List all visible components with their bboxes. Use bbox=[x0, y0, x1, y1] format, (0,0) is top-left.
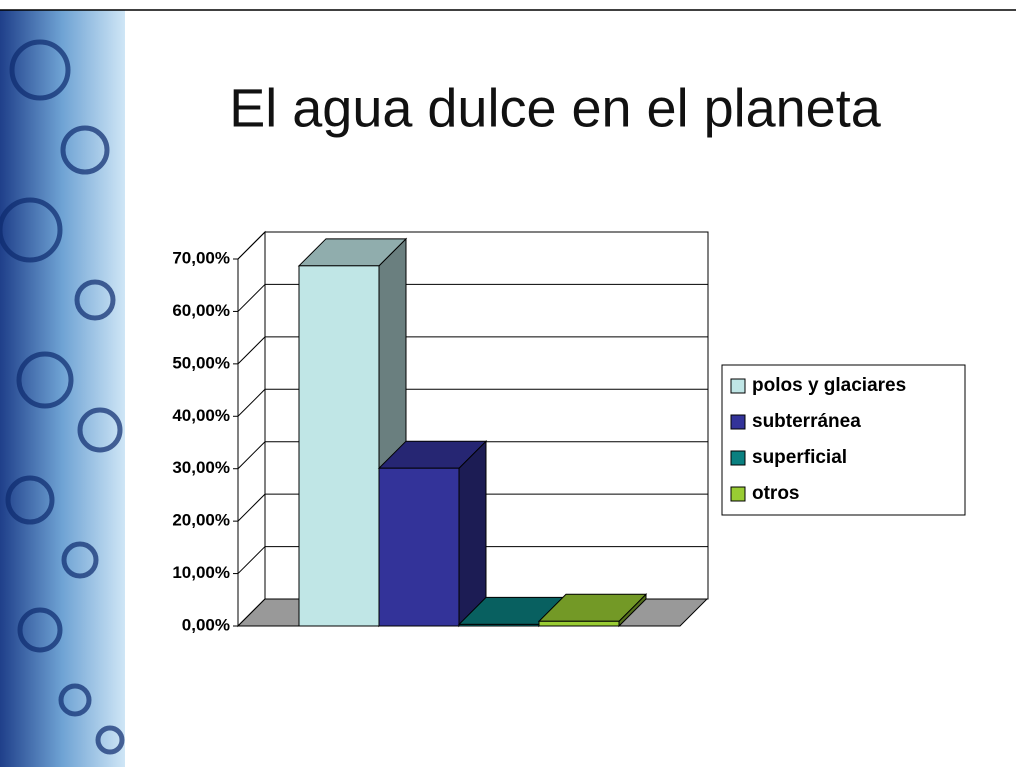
bubbles bbox=[0, 39, 125, 755]
grid-line bbox=[237, 284, 266, 312]
legend-label: otros bbox=[752, 483, 800, 504]
y-tick-label: 60,00% bbox=[172, 301, 230, 320]
y-tick-label: 70,00% bbox=[172, 248, 230, 267]
y-tick-label: 50,00% bbox=[172, 353, 230, 372]
grid-line bbox=[237, 441, 266, 470]
legend-swatch bbox=[730, 486, 746, 502]
legend-label: superficial bbox=[752, 447, 847, 468]
legend-swatch bbox=[730, 450, 746, 466]
y-tick-label: 10,00% bbox=[172, 563, 230, 582]
y-tick-label: 20,00% bbox=[172, 511, 230, 530]
y-tick-label: 30,00% bbox=[172, 458, 230, 477]
grid-line bbox=[237, 546, 266, 574]
legend-swatch bbox=[730, 414, 746, 430]
grid-line bbox=[237, 336, 266, 365]
grid-line bbox=[237, 231, 266, 260]
grid-line bbox=[237, 493, 266, 522]
slide-title: El agua dulce en el planeta bbox=[229, 78, 881, 138]
bar bbox=[458, 623, 540, 627]
side-wall bbox=[237, 230, 266, 628]
bar bbox=[298, 265, 380, 627]
bar-side bbox=[458, 439, 487, 628]
bar bbox=[538, 620, 620, 627]
legend-box bbox=[721, 364, 966, 516]
legend-swatch bbox=[730, 378, 746, 394]
legend-label: polos y glaciares bbox=[752, 375, 906, 396]
bar bbox=[378, 467, 460, 627]
y-tick-label: 0,00% bbox=[182, 615, 230, 634]
grid-line bbox=[237, 388, 266, 417]
legend-label: subterránea bbox=[752, 411, 861, 432]
y-tick-label: 40,00% bbox=[172, 406, 230, 425]
